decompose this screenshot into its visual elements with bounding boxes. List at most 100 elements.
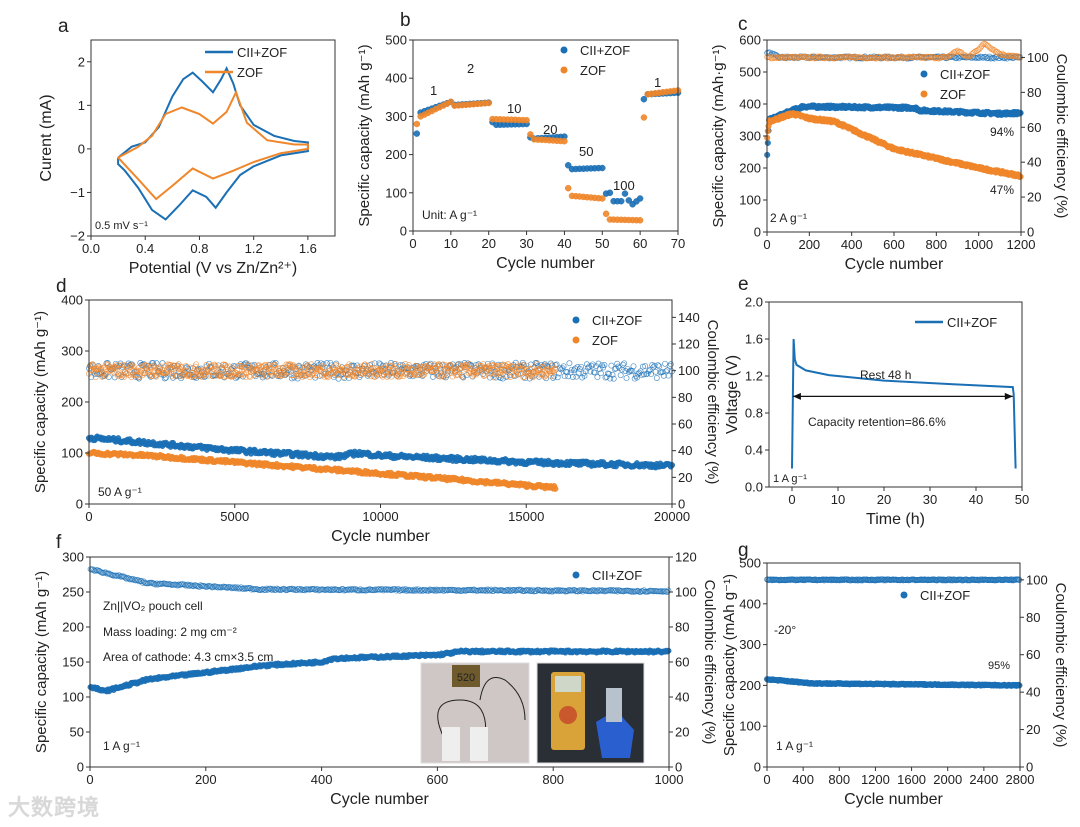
series-line-zof xyxy=(117,89,309,201)
y-axis-label: Specific capacity (mAh g⁻¹) xyxy=(356,44,373,226)
x-tick-label: 30 xyxy=(923,492,937,507)
x-tick-label: 800 xyxy=(925,237,947,252)
y-tick-label: 400 xyxy=(61,293,83,308)
data-point xyxy=(640,95,648,103)
y2-tick-label: 120 xyxy=(675,550,697,565)
legend-marker xyxy=(572,316,580,324)
plot-frame xyxy=(412,39,679,232)
x-tick-label: 0 xyxy=(86,772,93,787)
y2-tick-label: 120 xyxy=(678,337,700,352)
x-tick-label: 10000 xyxy=(362,509,398,524)
y-tick-label: 300 xyxy=(385,109,407,124)
y-tick-label: 300 xyxy=(739,129,761,144)
y2-tick-label: 100 xyxy=(678,363,700,378)
y2-tick-label: 0 xyxy=(1027,225,1034,240)
data-point xyxy=(621,360,628,367)
y2-tick-label: 0 xyxy=(675,760,682,775)
data-point xyxy=(602,210,610,218)
annotation: 47% xyxy=(990,183,1014,197)
legend-label: CII+ZOF xyxy=(940,67,990,82)
x-tick-label: 600 xyxy=(427,772,449,787)
data-point xyxy=(617,197,625,205)
data-point xyxy=(625,197,633,204)
annotation: 50 xyxy=(579,144,593,159)
annotation: 0.5 mV s⁻¹ xyxy=(95,220,148,232)
legend: CII+ZOF xyxy=(572,568,642,583)
data-point xyxy=(926,53,933,60)
x-tick-label: 15000 xyxy=(508,509,544,524)
data-point xyxy=(523,116,530,124)
x-tick-label: 50 xyxy=(595,236,609,251)
x-axis-label: Cycle number xyxy=(331,528,430,545)
annotation: 100 xyxy=(613,178,635,193)
series-line-cii-zof xyxy=(117,65,309,221)
y2-tick-label: 40 xyxy=(678,443,692,458)
y-tick-label: 150 xyxy=(62,655,84,670)
data-point xyxy=(667,361,674,368)
y2-tick-label: 20 xyxy=(1027,190,1041,205)
data-point xyxy=(877,55,884,62)
y2-axis-label: Coulombic efficiency (%) xyxy=(704,320,721,485)
legend-label: ZOF xyxy=(237,65,263,80)
y-tick-label: 0 xyxy=(400,224,407,239)
y2-axis-label: Coulombic efficiency (%) xyxy=(1053,54,1070,219)
y-tick-label: 100 xyxy=(739,193,761,208)
y2-tick-label: 80 xyxy=(1027,85,1041,100)
y-axis-label: Voltage (V) xyxy=(724,355,741,434)
data-point xyxy=(665,647,672,654)
panel-letter: b xyxy=(400,10,411,31)
panel-letter: e xyxy=(738,274,749,295)
annotation: 1 xyxy=(654,75,661,90)
y-tick-label: 250 xyxy=(62,585,84,600)
x-tick-label: 600 xyxy=(883,237,905,252)
multimeter-display xyxy=(555,676,581,692)
annotation: 50 A g⁻¹ xyxy=(98,485,142,499)
y-tick-label: 300 xyxy=(62,550,84,565)
y2-tick-label: 140 xyxy=(678,310,700,325)
legend-marker xyxy=(572,336,580,344)
data-point xyxy=(886,53,893,60)
y-tick-label: 200 xyxy=(739,161,761,176)
y-tick-label: 1 xyxy=(78,98,85,113)
y-tick-label: 0 xyxy=(78,141,85,156)
x-axis-label: Cycle number xyxy=(496,255,595,272)
y-tick-label: 0.8 xyxy=(745,406,763,421)
legend-marker xyxy=(920,70,928,78)
x-tick-label: 10 xyxy=(444,236,458,251)
y-axis-label: Specific capacity (mAh g⁻¹) xyxy=(32,311,49,493)
data-point xyxy=(564,184,572,192)
legend-label: CII+ZOF xyxy=(592,313,642,328)
x-tick-label: 20 xyxy=(481,236,495,251)
y2-axis-label: Coulombic efficiency (%) xyxy=(701,580,718,745)
y2-tick-label: 80 xyxy=(675,620,689,635)
data-point xyxy=(764,139,771,146)
panel-f: f0 200 400 600 800 10000501001502002503000204… xyxy=(33,532,718,808)
data-point xyxy=(943,53,950,60)
annotation: Area of cathode: 4.3 cm×3.5 cm xyxy=(103,650,273,664)
x-tick-label: 50 xyxy=(1015,492,1029,507)
y2-tick-label: 40 xyxy=(675,690,689,705)
y-axis-label: Curent (mA) xyxy=(38,94,55,181)
led-display-text: 520 xyxy=(457,672,475,684)
data-point xyxy=(617,372,624,379)
data-point xyxy=(764,128,771,135)
y2-tick-label: 100 xyxy=(1027,50,1049,65)
data-point xyxy=(561,137,568,145)
y-tick-label: 0 xyxy=(76,497,83,512)
annotation: 94% xyxy=(990,125,1014,139)
legend-label: CII+ZOF xyxy=(237,45,287,60)
y2-tick-label: 60 xyxy=(678,417,692,432)
y-tick-label: 0.4 xyxy=(745,443,763,458)
panel-d: d0 5000 10000 15000 200000100200300400020406… xyxy=(32,276,721,545)
data-point xyxy=(552,485,559,492)
series-group xyxy=(791,338,1017,469)
y-tick-label: 0 xyxy=(754,225,761,240)
annotation: 20 xyxy=(543,122,557,137)
y2-tick-label: 40 xyxy=(1027,155,1041,170)
y-tick-label: 400 xyxy=(385,71,407,86)
data-point xyxy=(803,55,810,62)
y2-tick-label: 100 xyxy=(675,585,697,600)
plot-frame xyxy=(90,39,336,237)
